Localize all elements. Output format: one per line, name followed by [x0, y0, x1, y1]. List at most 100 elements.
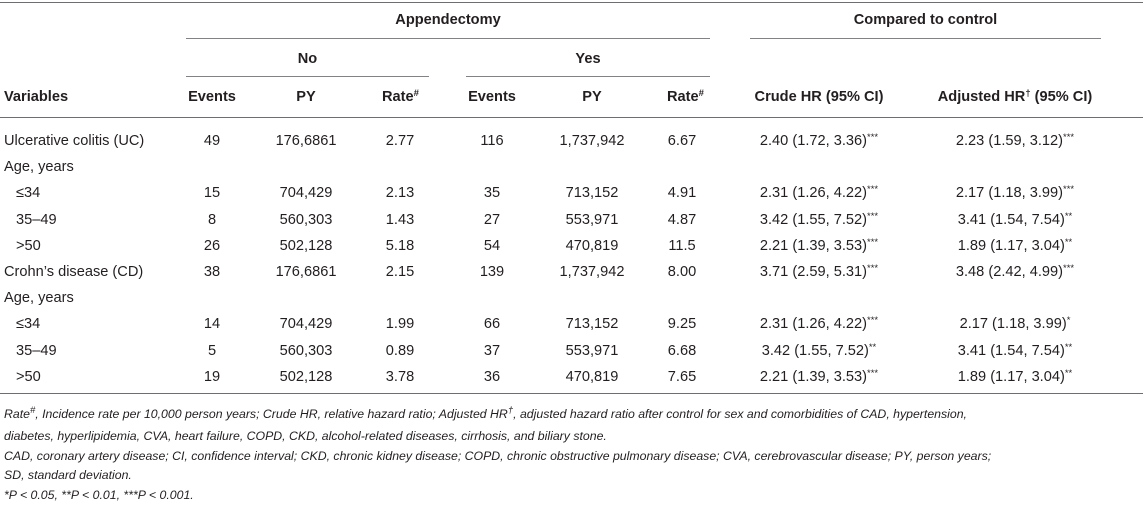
cell-rate-no: 2.77 [385, 133, 415, 149]
cell-rate-no: 3.78 [385, 369, 415, 385]
significance-stars: *** [867, 315, 879, 326]
hr-value: 3.42 (1.55, 7.52) [761, 343, 869, 359]
group-appendectomy: Appendectomy [395, 12, 501, 28]
footnote-text-b: , Incidence rate per 10,000 person years… [35, 407, 508, 421]
rate-mark-yes: # [698, 88, 704, 99]
col-rate-no-label: Rate [382, 89, 414, 105]
cell-events-no: 8 [207, 212, 217, 228]
cell-rate-yes: 7.65 [667, 369, 697, 385]
header-rule [0, 117, 1143, 118]
cell-events-yes: 54 [483, 238, 501, 254]
cell-crude-hr: 3.42 (1.55, 7.52)** [744, 342, 894, 360]
significance-stars: ** [1064, 342, 1073, 353]
cell-rate-no: 2.15 [385, 264, 415, 280]
significance-stars: ** [868, 342, 877, 353]
col-events-yes: Events [468, 89, 516, 105]
cell-rate-yes: 9.25 [667, 316, 697, 332]
cell-py-yes: 713,152 [565, 185, 619, 201]
subgroup-yes: Yes [575, 51, 601, 67]
no-span-rule [186, 76, 429, 77]
hr-value: 3.71 (2.59, 5.31) [759, 264, 867, 280]
hr-value: 2.23 (1.59, 3.12) [955, 133, 1063, 149]
cell-py-no: 502,128 [279, 238, 333, 254]
cell-rate-yes: 11.5 [668, 238, 696, 254]
cell-events-yes: 36 [483, 369, 501, 385]
cell-py-yes: 553,971 [565, 212, 619, 228]
appendectomy-span-rule [186, 38, 710, 39]
hr-value: 2.31 (1.26, 4.22) [759, 185, 867, 201]
cell-rate-yes: 8.00 [667, 264, 697, 280]
cell-py-yes: 470,819 [565, 238, 619, 254]
cell-rate-yes: 4.87 [667, 212, 697, 228]
cell-events-yes: 35 [483, 185, 501, 201]
cell-rate-no: 1.99 [385, 316, 415, 332]
cell-adj-hr: 3.41 (1.54, 7.54)** [925, 211, 1105, 229]
hr-value: 2.17 (1.18, 3.99) [959, 316, 1067, 332]
group-compared-to-control: Compared to control [853, 12, 998, 28]
cell-py-yes: 1,737,942 [559, 264, 625, 280]
row-label: Ulcerative colitis (UC) [4, 133, 145, 149]
hr-value: 2.31 (1.26, 4.22) [759, 316, 867, 332]
top-rule [0, 2, 1143, 3]
row-label: >50 [16, 238, 41, 254]
cell-py-yes: 553,971 [565, 343, 619, 359]
cell-events-no: 14 [203, 316, 221, 332]
cell-py-no: 176,6861 [275, 264, 337, 280]
hr-value: 1.89 (1.17, 3.04) [957, 369, 1065, 385]
cell-events-no: 38 [203, 264, 221, 280]
footnote-adjusted-mark: † [507, 405, 514, 416]
significance-stars: *** [1063, 132, 1075, 143]
cell-py-no: 560,303 [279, 212, 333, 228]
cell-py-no: 176,6861 [275, 133, 337, 149]
significance-stars: *** [867, 368, 879, 379]
cell-rate-yes: 6.67 [667, 133, 697, 149]
cell-crude-hr: 3.42 (1.55, 7.52)*** [744, 211, 894, 229]
cell-rate-no: 2.13 [385, 185, 415, 201]
cell-events-no: 26 [203, 238, 221, 254]
cell-crude-hr: 2.31 (1.26, 4.22)*** [744, 315, 894, 333]
footnote-rate-mark: # [29, 405, 36, 416]
row-label: Age, years [4, 290, 74, 306]
cell-py-yes: 713,152 [565, 316, 619, 332]
cell-events-no: 15 [203, 185, 221, 201]
footnote-abbreviations-1-line2: diabetes, hyperlipidemia, CVA, heart fai… [4, 429, 607, 443]
cell-py-no: 502,128 [279, 369, 333, 385]
cell-rate-yes: 6.68 [667, 343, 697, 359]
cell-events-yes: 66 [483, 316, 501, 332]
significance-stars: *** [867, 237, 879, 248]
hr-value: 2.40 (1.72, 3.36) [759, 133, 867, 149]
rate-mark-no: # [413, 88, 419, 99]
col-py-yes: PY [582, 89, 602, 105]
footnote-rate-label: Rate [4, 407, 30, 421]
cell-py-no: 560,303 [279, 343, 333, 359]
cell-adj-hr: 3.41 (1.54, 7.54)** [925, 342, 1105, 360]
cell-rate-no: 5.18 [385, 238, 415, 254]
cell-crude-hr: 3.71 (2.59, 5.31)*** [744, 263, 894, 281]
yes-span-rule [466, 76, 710, 77]
significance-stars: *** [867, 263, 879, 274]
cell-crude-hr: 2.21 (1.39, 3.53)*** [744, 237, 894, 255]
hr-value: 2.21 (1.39, 3.53) [759, 369, 867, 385]
hr-value: 3.42 (1.55, 7.52) [759, 212, 867, 228]
bottom-rule [0, 393, 1143, 394]
footnote-text-c: , adjusted hazard ratio after control fo… [513, 407, 967, 421]
significance-stars: ** [1064, 368, 1073, 379]
footnote-significance: *P < 0.05, **P < 0.01, ***P < 0.001. [4, 488, 194, 502]
row-label: ≤34 [16, 185, 41, 201]
row-label: ≤34 [16, 316, 41, 332]
footnote-abbreviations-2-line2: SD, standard deviation. [4, 468, 132, 482]
significance-stars: ** [1064, 237, 1073, 248]
cell-adj-hr: 1.89 (1.17, 3.04)** [925, 368, 1105, 386]
hr-value: 3.48 (2.42, 4.99) [955, 264, 1063, 280]
cell-py-yes: 470,819 [565, 369, 619, 385]
significance-stars: *** [867, 184, 879, 195]
col-adjusted-hr: Adjusted HR† (95% CI) [925, 88, 1105, 106]
cell-crude-hr: 2.40 (1.72, 3.36)*** [744, 132, 894, 150]
row-label: Crohn’s disease (CD) [4, 264, 144, 280]
cell-py-no: 704,429 [279, 185, 333, 201]
hr-value: 1.89 (1.17, 3.04) [957, 238, 1065, 254]
hr-value: 2.17 (1.18, 3.99) [955, 185, 1063, 201]
footnote-abbreviations-1: Rate#, Incidence rate per 10,000 person … [4, 406, 1139, 423]
hr-value: 3.41 (1.54, 7.54) [957, 212, 1065, 228]
